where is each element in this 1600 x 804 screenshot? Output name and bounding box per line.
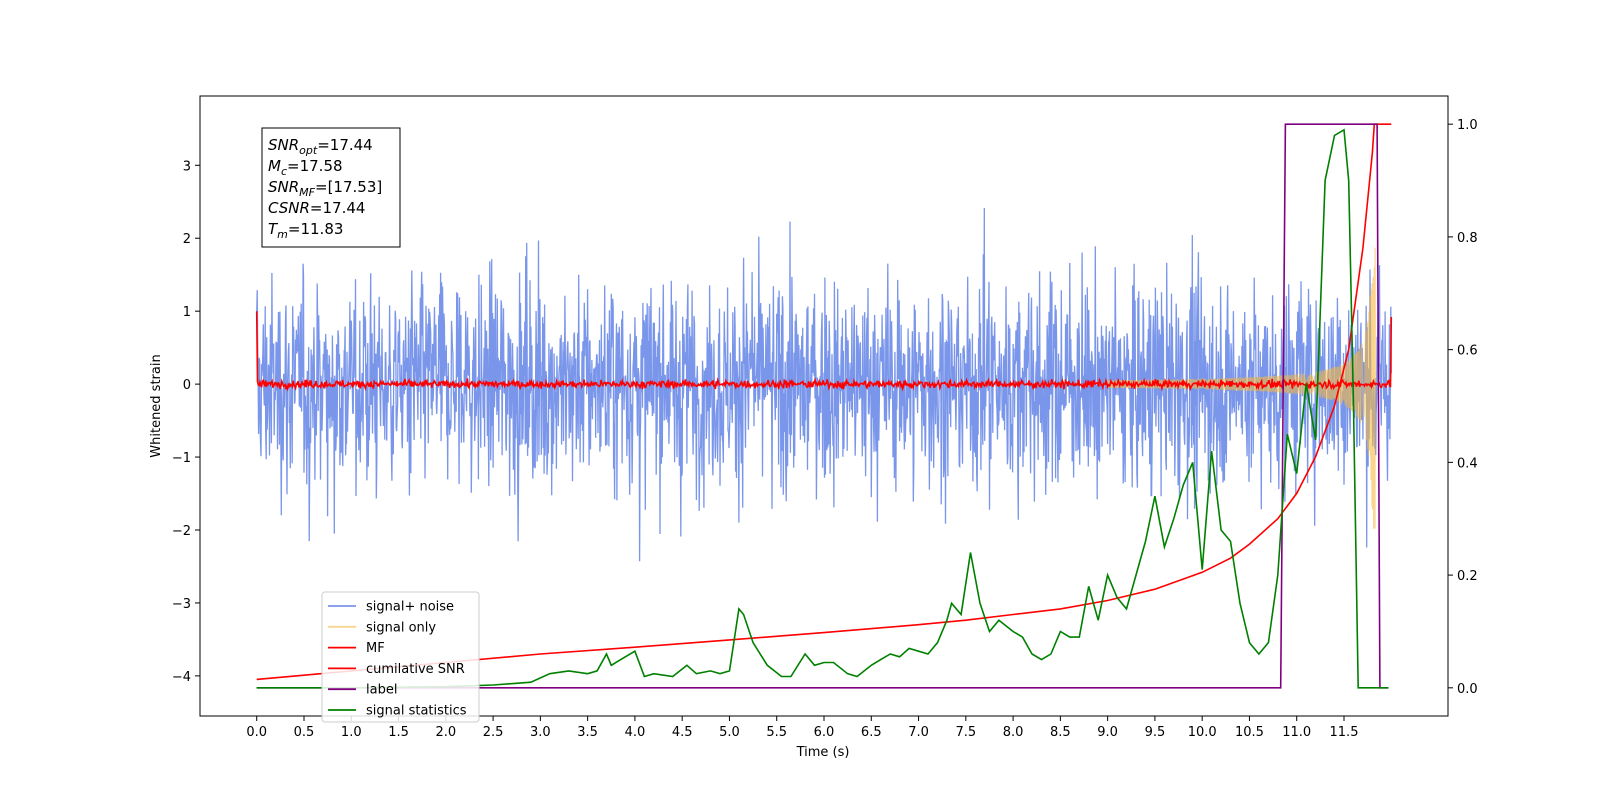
annotation-subscript: m [277,228,288,241]
x-tick-label: 6.0 [814,725,835,740]
y2-tick-label: 0.4 [1457,456,1478,471]
legend-label: signal statistics [366,704,467,719]
series-line-signal-statistics [256,128,1389,689]
x-tick-label: 0.5 [294,725,315,740]
x-axis-label: Time (s) [796,745,850,760]
x-tick-label: 4.5 [672,725,693,740]
y-tick-label: −2 [172,524,191,539]
x-tick-label: 6.5 [861,725,882,740]
annotation-subscript: c [281,165,287,178]
y-tick-label: −3 [172,597,191,612]
y-axis-label: Whitened strain [149,354,164,457]
y2-tick-label: 0.2 [1457,569,1478,584]
y-axis-left: 3 2 1 0 −1 −2 −3 −4 [172,159,200,685]
y-axis-right: 1.0 0.8 0.6 0.4 0.2 0.0 [1448,118,1478,697]
y-tick-label: 0 [183,378,191,393]
legend-frame [321,591,480,723]
annotation-subscript: MF [299,186,315,199]
x-tick-label: 2.0 [435,725,456,740]
annotation-subscript: opt [299,144,318,157]
x-tick-label: 11.5 [1330,725,1359,740]
x-tick-label: 9.5 [1145,725,1166,740]
annotation-value: =[17.53] [315,178,382,196]
y2-tick-label: 1.0 [1457,118,1478,133]
legend-label: cumilative SNR [366,662,465,677]
annotation-symbol: CSNR [268,199,310,217]
legend-label: label [366,683,397,698]
annotation-value: =17.44 [317,136,373,154]
x-tick-label: 7.5 [955,725,976,740]
series-line-signal-noise [256,207,1392,562]
x-tick-label: 5.5 [766,725,787,740]
annotation-value: =17.58 [287,157,343,175]
x-tick-label: 3.5 [577,725,598,740]
annotation-value: =11.83 [288,220,344,238]
x-tick-label: 11.0 [1282,725,1311,740]
annotation-line: SNRopt=17.44 [268,136,373,157]
legend-label: MF [366,641,385,656]
y-tick-label: −4 [172,670,191,685]
annotation-symbol: T [268,220,279,238]
annotation-line: Mc=17.58 [268,157,343,178]
x-tick-label: 10.5 [1235,725,1264,740]
annotation-line: SNRMF=[17.53] [268,178,382,199]
x-tick-label: 8.0 [1003,725,1024,740]
x-tick-label: 9.0 [1097,725,1118,740]
x-tick-label: 10.0 [1188,725,1217,740]
legend: signal+ noise signal only MF cumilative SNR… [321,591,480,723]
annotation-frame [261,127,401,248]
x-tick-label: 7.0 [908,725,929,740]
y2-tick-label: 0.8 [1457,231,1478,246]
x-tick-label: 3.0 [530,725,551,740]
x-tick-label: 8.5 [1050,725,1071,740]
x-tick-label: 1.0 [341,725,362,740]
series-line-cumilative-snr [256,123,1392,681]
x-tick-label: 2.5 [483,725,504,740]
x-axis: 0.0 0.5 1.0 1.5 2.0 2.5 3.0 3.5 4.0 4.5 5.0 5.5 6.0 6… [246,716,1358,740]
series-line-mf [255,311,1393,392]
annotation-symbol: SNR [268,136,299,154]
annotation-value: =17.44 [310,199,366,217]
y2-tick-label: 0.6 [1457,344,1478,359]
y-tick-label: 3 [183,159,191,174]
legend-label: signal only [366,620,436,635]
legend-label: signal+ noise [366,600,454,615]
x-tick-label: 1.5 [388,725,409,740]
x-tick-label: 4.0 [625,725,646,740]
y-tick-label: 1 [183,305,191,320]
annotation-box: SNRopt=17.44Mc=17.58SNRMF=[17.53]CSNR=17… [261,127,401,248]
annotation-line: CSNR=17.44 [268,199,365,217]
y-tick-label: −1 [172,451,191,466]
annotation-symbol: M [268,157,281,175]
x-tick-label: 0.0 [246,725,267,740]
y2-tick-label: 0.0 [1457,682,1478,697]
annotation-symbol: SNR [268,178,299,196]
y-tick-label: 2 [183,232,191,247]
x-tick-label: 5.0 [719,725,740,740]
plot-area [255,123,1393,689]
annotation-line: Tm=11.83 [268,220,343,241]
